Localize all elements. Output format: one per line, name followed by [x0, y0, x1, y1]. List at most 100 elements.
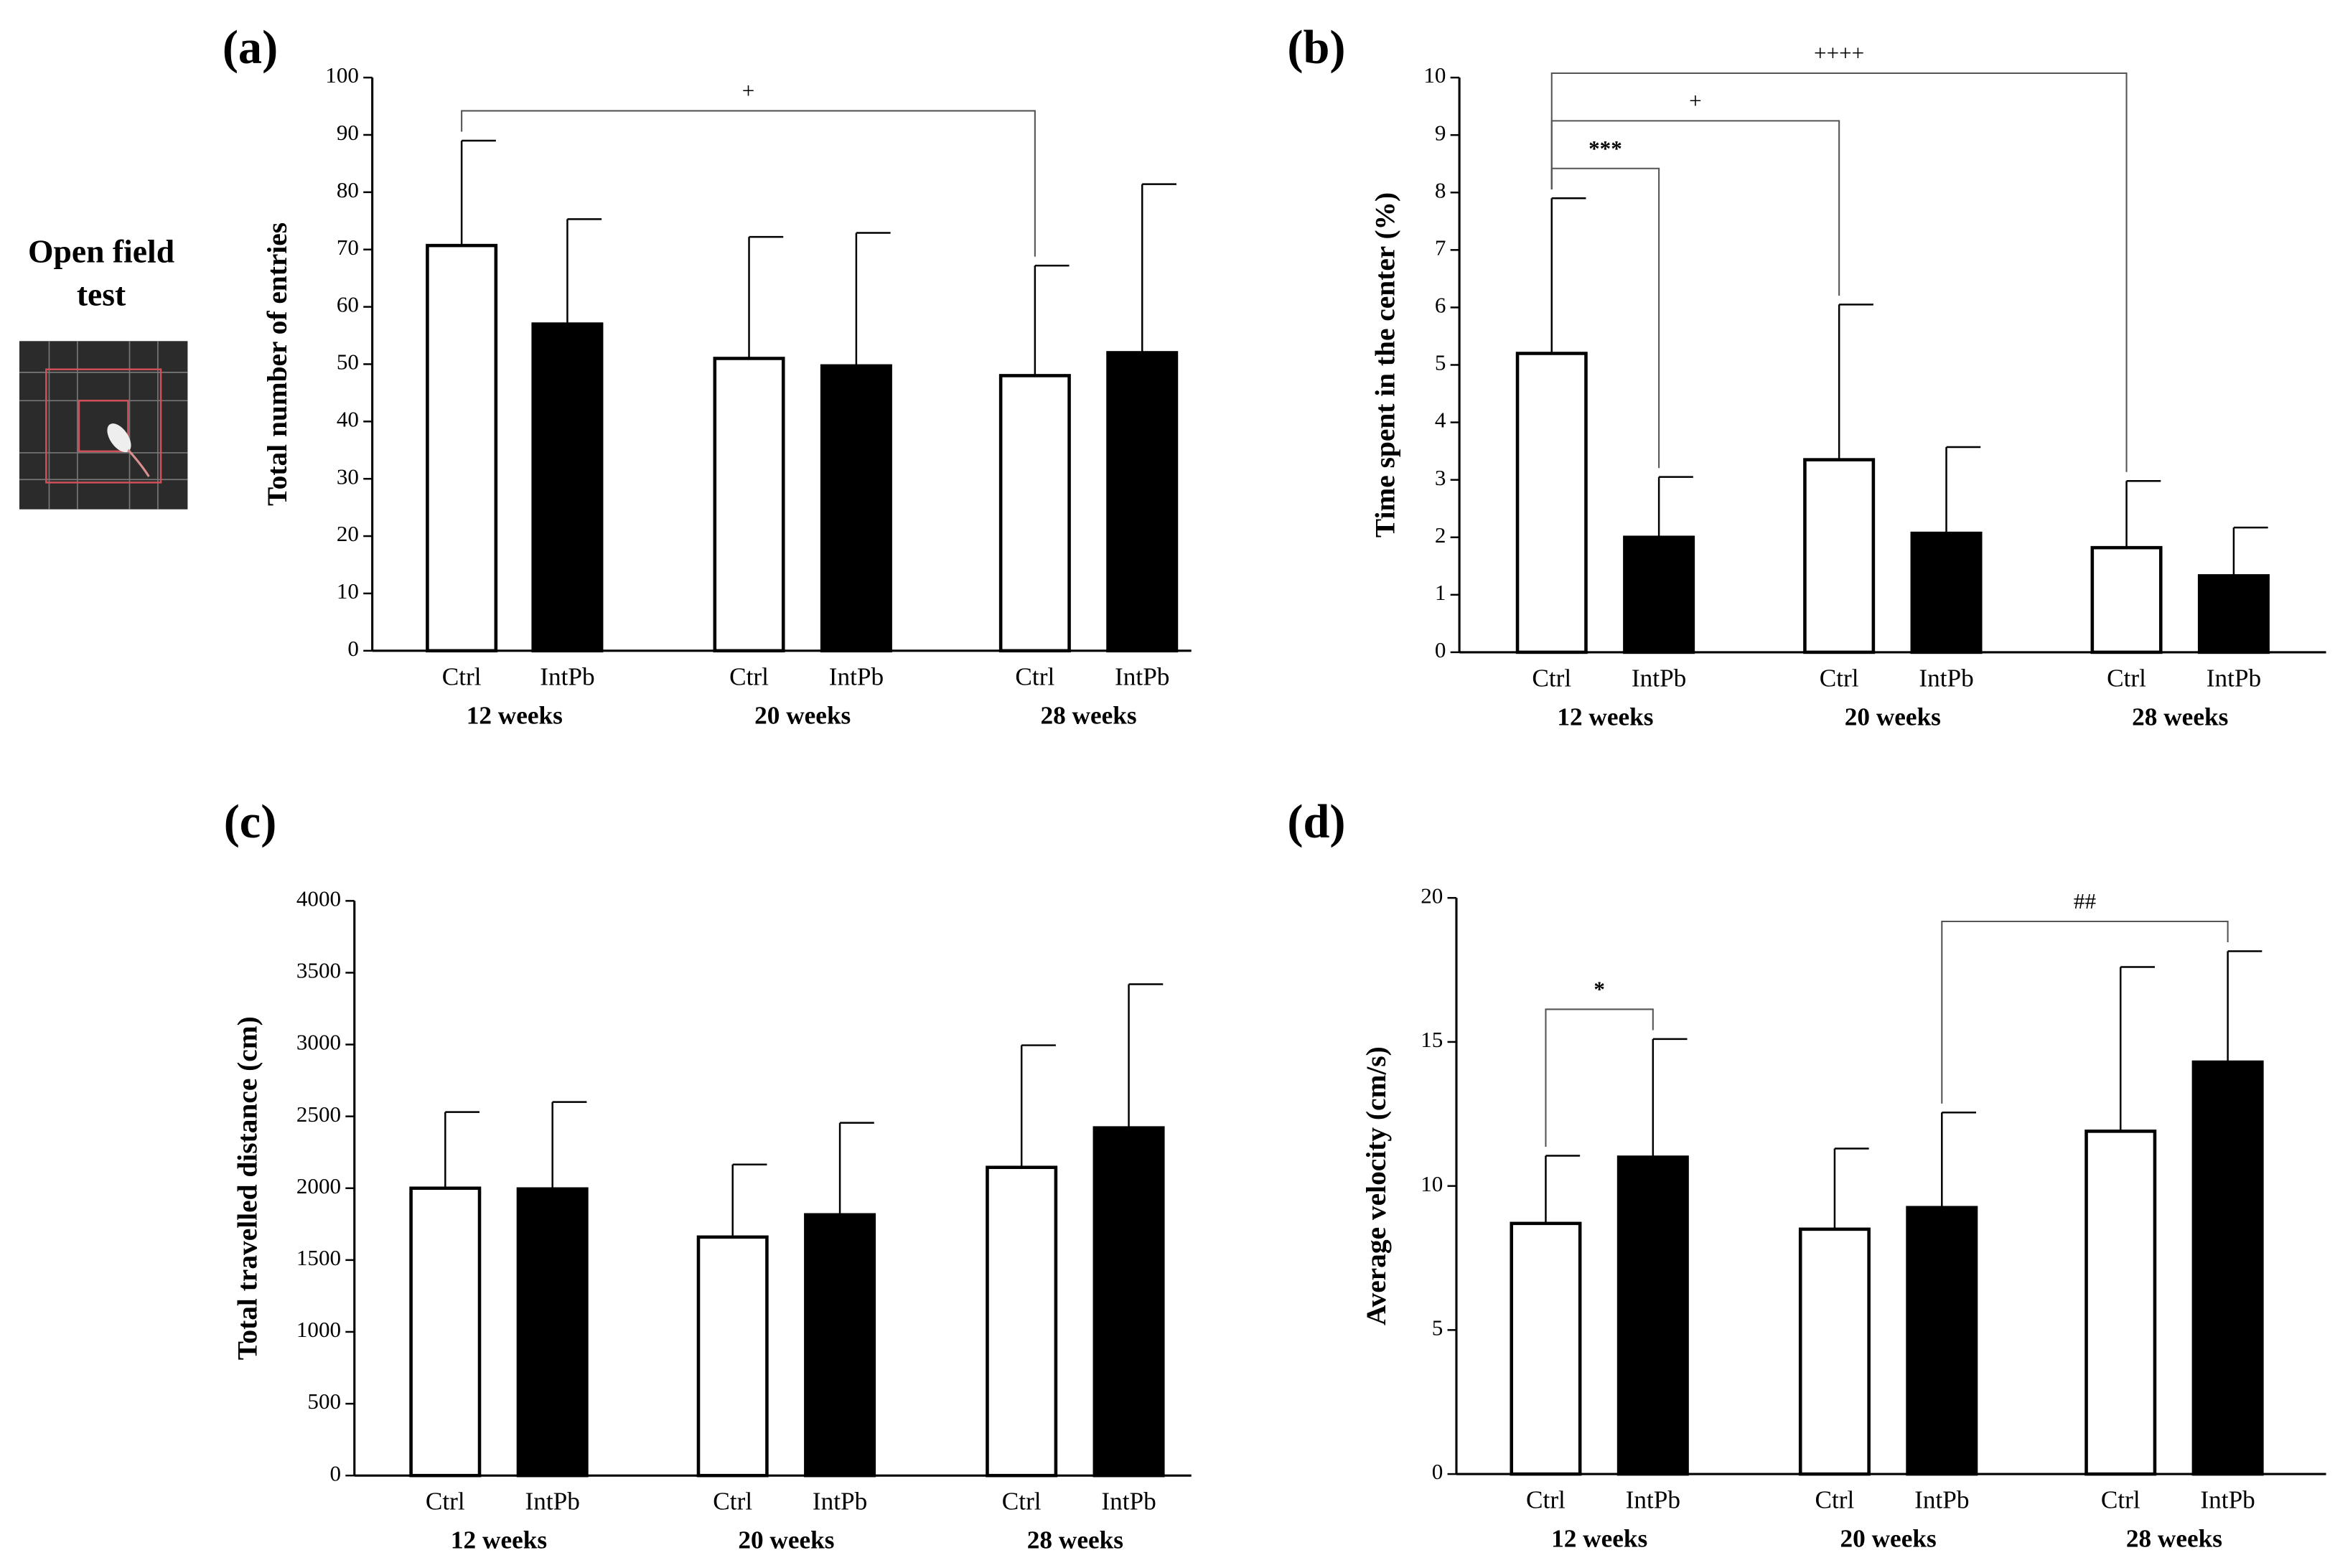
bar	[986, 1165, 1058, 1478]
group-label: 20 weeks	[754, 701, 851, 729]
y-tick-label: 70	[337, 235, 359, 260]
x-tick-label: IntPb	[540, 662, 594, 690]
y-tick-label: 4000	[296, 886, 341, 911]
significance-label: ***	[1588, 136, 1622, 161]
y-axis-label: Total travelled distance (cm)	[232, 1016, 263, 1360]
panel-label: (d)	[1287, 796, 1345, 848]
y-tick-label: 9	[1435, 120, 1446, 145]
x-tick-label: IntPb	[1115, 662, 1169, 690]
bar	[409, 1186, 482, 1478]
side-label: Open field	[28, 233, 174, 269]
significance-label: +	[742, 78, 755, 103]
y-tick-label: 10	[1423, 62, 1446, 88]
group-label: 28 weeks	[2132, 703, 2228, 731]
group-label: 28 weeks	[2126, 1525, 2222, 1553]
bar	[1906, 1206, 1978, 1476]
x-tick-label: Ctrl	[1526, 1486, 1566, 1514]
x-tick-label: Ctrl	[2107, 664, 2146, 692]
group-label: 12 weeks	[1551, 1525, 1647, 1553]
bar	[2191, 1060, 2264, 1476]
y-tick-label: 6	[1435, 293, 1446, 318]
x-tick-label: Ctrl	[1015, 662, 1054, 690]
x-tick-label: IntPb	[1632, 664, 1686, 692]
bar	[1106, 351, 1179, 653]
y-tick-label: 50	[337, 349, 359, 375]
x-tick-label: IntPb	[1914, 1486, 1969, 1514]
significance-label: ##	[2074, 888, 2096, 914]
y-tick-label: 0	[330, 1460, 342, 1485]
side-label: test	[77, 276, 126, 313]
y-tick-label: 0	[1435, 637, 1446, 662]
bar	[1515, 352, 1588, 654]
bar	[1910, 531, 1983, 654]
group-label: 20 weeks	[1840, 1525, 1937, 1553]
y-tick-label: 2	[1435, 522, 1446, 548]
bar	[1803, 458, 1876, 654]
y-tick-label: 5	[1432, 1315, 1443, 1341]
y-tick-label: 100	[325, 62, 359, 88]
group-label: 12 weeks	[1557, 703, 1653, 731]
x-tick-label: IntPb	[2200, 1486, 2255, 1514]
y-tick-label: 10	[337, 578, 359, 604]
x-tick-label: Ctrl	[729, 662, 769, 690]
bar	[2197, 574, 2270, 654]
y-tick-label: 40	[337, 406, 359, 431]
y-tick-label: 60	[337, 292, 359, 317]
bar	[1510, 1221, 1582, 1476]
bar	[2090, 545, 2163, 654]
y-tick-label: 30	[337, 464, 359, 489]
y-tick-label: 0	[347, 636, 359, 661]
y-tick-label: 2500	[296, 1102, 341, 1127]
y-tick-label: 3000	[296, 1030, 341, 1055]
bar	[1092, 1126, 1165, 1478]
y-tick-label: 500	[307, 1389, 341, 1414]
x-tick-label: IntPb	[829, 662, 884, 690]
significance-label: +	[1689, 88, 1702, 113]
y-tick-label: 10	[1421, 1171, 1443, 1196]
y-tick-label: 5	[1435, 350, 1446, 375]
y-tick-label: 1000	[296, 1317, 341, 1342]
bar	[804, 1213, 876, 1478]
bar	[998, 374, 1071, 653]
y-tick-label: 3500	[296, 958, 341, 983]
y-tick-label: 20	[1421, 883, 1443, 908]
group-label: 20 weeks	[1845, 703, 1941, 731]
bar	[696, 1235, 769, 1478]
panel-label: (a)	[223, 22, 278, 74]
y-tick-label: 90	[337, 120, 359, 145]
significance-bracket	[1550, 72, 2128, 472]
group-label: 12 weeks	[451, 1526, 547, 1554]
x-tick-label: IntPb	[1626, 1486, 1680, 1514]
group-label: 28 weeks	[1027, 1526, 1123, 1554]
significance-bracket	[461, 110, 1036, 257]
x-tick-label: Ctrl	[1002, 1488, 1042, 1516]
bar	[713, 357, 785, 653]
bar	[1623, 535, 1695, 654]
x-tick-label: IntPb	[1919, 664, 1973, 692]
significance-bracket	[1545, 1008, 1654, 1147]
x-tick-label: Ctrl	[2101, 1486, 2140, 1514]
y-axis-label: Average velocity (cm/s)	[1360, 1046, 1392, 1325]
bar	[531, 322, 604, 653]
bar	[1798, 1227, 1871, 1476]
group-label: 28 weeks	[1040, 701, 1136, 729]
y-axis-label: Time spent in the center (%)	[1370, 192, 1401, 537]
x-tick-label: Ctrl	[426, 1488, 465, 1516]
y-tick-label: 0	[1432, 1459, 1443, 1484]
y-tick-label: 2000	[296, 1173, 341, 1198]
x-tick-label: Ctrl	[442, 662, 482, 690]
group-label: 20 weeks	[738, 1526, 834, 1554]
x-tick-label: Ctrl	[1820, 664, 1859, 692]
x-tick-label: IntPb	[2207, 664, 2261, 692]
panel-label: (b)	[1287, 22, 1345, 74]
bar	[820, 364, 892, 653]
x-tick-label: Ctrl	[1815, 1486, 1855, 1514]
y-tick-label: 20	[337, 521, 359, 546]
y-tick-label: 1	[1435, 580, 1446, 605]
y-tick-label: 15	[1421, 1027, 1443, 1052]
x-tick-label: Ctrl	[1532, 664, 1571, 692]
panel-label: (c)	[224, 796, 277, 848]
bar	[2084, 1130, 2157, 1476]
